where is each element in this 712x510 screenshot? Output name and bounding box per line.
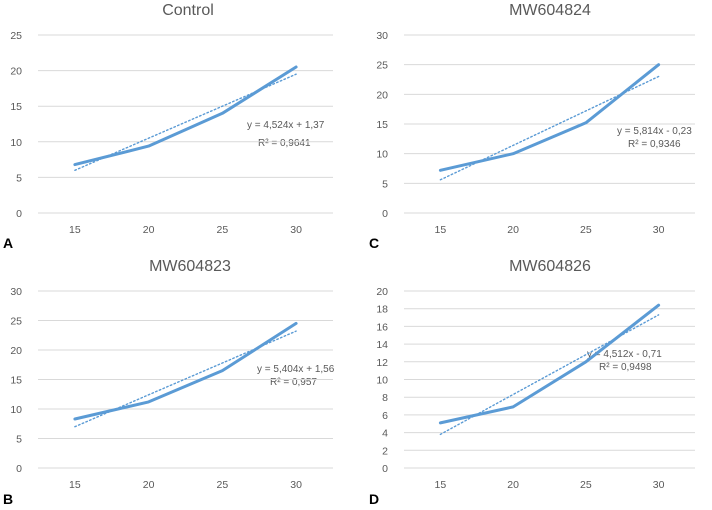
panel-letter: A <box>3 235 13 251</box>
y-tick-label: 10 <box>10 404 22 416</box>
y-tick-label: 16 <box>376 321 388 333</box>
y-tick-label: 2 <box>382 445 388 457</box>
x-tick-label: 25 <box>580 479 592 491</box>
y-tick-label: 10 <box>376 149 388 161</box>
y-tick-label: 5 <box>382 178 388 190</box>
chart-title: MW604826 <box>509 258 591 275</box>
y-tick-label: 20 <box>376 89 388 101</box>
y-tick-label: 4 <box>382 428 388 440</box>
y-tick-label: 0 <box>16 208 22 220</box>
panel-letter: C <box>369 235 379 251</box>
y-tick-label: 18 <box>376 304 388 316</box>
trendline <box>74 330 297 428</box>
y-tick-label: 6 <box>382 410 388 422</box>
chart-panel-d: MW604826 D y = 4,512x - 0,71 R² = 0,9498… <box>369 258 695 507</box>
y-tick-label: 0 <box>16 463 22 475</box>
x-tick-label: 25 <box>580 224 592 236</box>
trendline-equation: y = 4,524x + 1,37 <box>247 120 325 131</box>
y-tick-label: 25 <box>10 316 22 328</box>
y-tick-label: 20 <box>10 345 22 357</box>
trendline-equation: y = 4,512x - 0,71 <box>587 349 662 360</box>
y-tick-label: 15 <box>10 375 22 387</box>
y-tick-label: 20 <box>376 286 388 298</box>
trendline-equation: y = 5,814x - 0,23 <box>617 126 692 137</box>
trendline-r2: R² = 0,9641 <box>258 138 311 149</box>
panel-letter: B <box>3 491 13 507</box>
chart-title: Control <box>162 2 214 19</box>
panel-letter: D <box>369 491 379 507</box>
trendline <box>439 75 660 181</box>
chart-panel-c: MW604824 C y = 5,814x - 0,23 R² = 0,9346… <box>369 2 695 251</box>
y-tick-label: 10 <box>376 375 388 387</box>
y-tick-label: 30 <box>376 30 388 42</box>
x-tick-label: 15 <box>69 479 81 491</box>
x-tick-label: 20 <box>507 224 519 236</box>
x-tick-label: 15 <box>435 479 447 491</box>
trendline <box>439 314 660 436</box>
x-tick-label: 20 <box>507 479 519 491</box>
x-tick-label: 15 <box>69 224 81 236</box>
chart-panel-a: Control A y = 4,524x + 1,37 R² = 0,9641 … <box>3 2 333 251</box>
x-tick-label: 30 <box>653 224 665 236</box>
y-tick-label: 8 <box>382 392 388 404</box>
y-tick-label: 30 <box>10 286 22 298</box>
trendline <box>74 73 297 172</box>
x-tick-label: 25 <box>217 479 229 491</box>
x-tick-label: 25 <box>217 224 229 236</box>
x-tick-label: 30 <box>653 479 665 491</box>
y-tick-label: 0 <box>382 463 388 475</box>
y-tick-label: 25 <box>10 30 22 42</box>
x-tick-label: 15 <box>435 224 447 236</box>
y-tick-label: 10 <box>10 137 22 149</box>
x-tick-label: 20 <box>143 479 155 491</box>
y-tick-label: 12 <box>376 357 388 369</box>
x-tick-label: 30 <box>290 224 302 236</box>
trendline-r2: R² = 0,957 <box>270 377 317 388</box>
series-line <box>438 63 661 172</box>
y-tick-label: 5 <box>16 172 22 184</box>
y-tick-label: 0 <box>382 208 388 220</box>
trendline-r2: R² = 0,9498 <box>599 362 652 373</box>
chart-title: MW604823 <box>149 258 231 275</box>
x-tick-label: 20 <box>143 224 155 236</box>
chart-panel-b: MW604823 B y = 5,404x + 1,56 R² = 0,957 … <box>3 258 335 507</box>
chart-title: MW604824 <box>509 2 591 19</box>
y-tick-label: 20 <box>10 66 22 78</box>
y-tick-label: 14 <box>376 339 388 351</box>
y-tick-label: 25 <box>376 60 388 72</box>
series-line <box>73 65 298 167</box>
x-tick-label: 30 <box>290 479 302 491</box>
trendline-r2: R² = 0,9346 <box>628 139 681 150</box>
y-tick-label: 15 <box>10 101 22 113</box>
trendline-equation: y = 5,404x + 1,56 <box>257 364 335 375</box>
y-tick-label: 5 <box>16 434 22 446</box>
y-tick-label: 15 <box>376 119 388 131</box>
